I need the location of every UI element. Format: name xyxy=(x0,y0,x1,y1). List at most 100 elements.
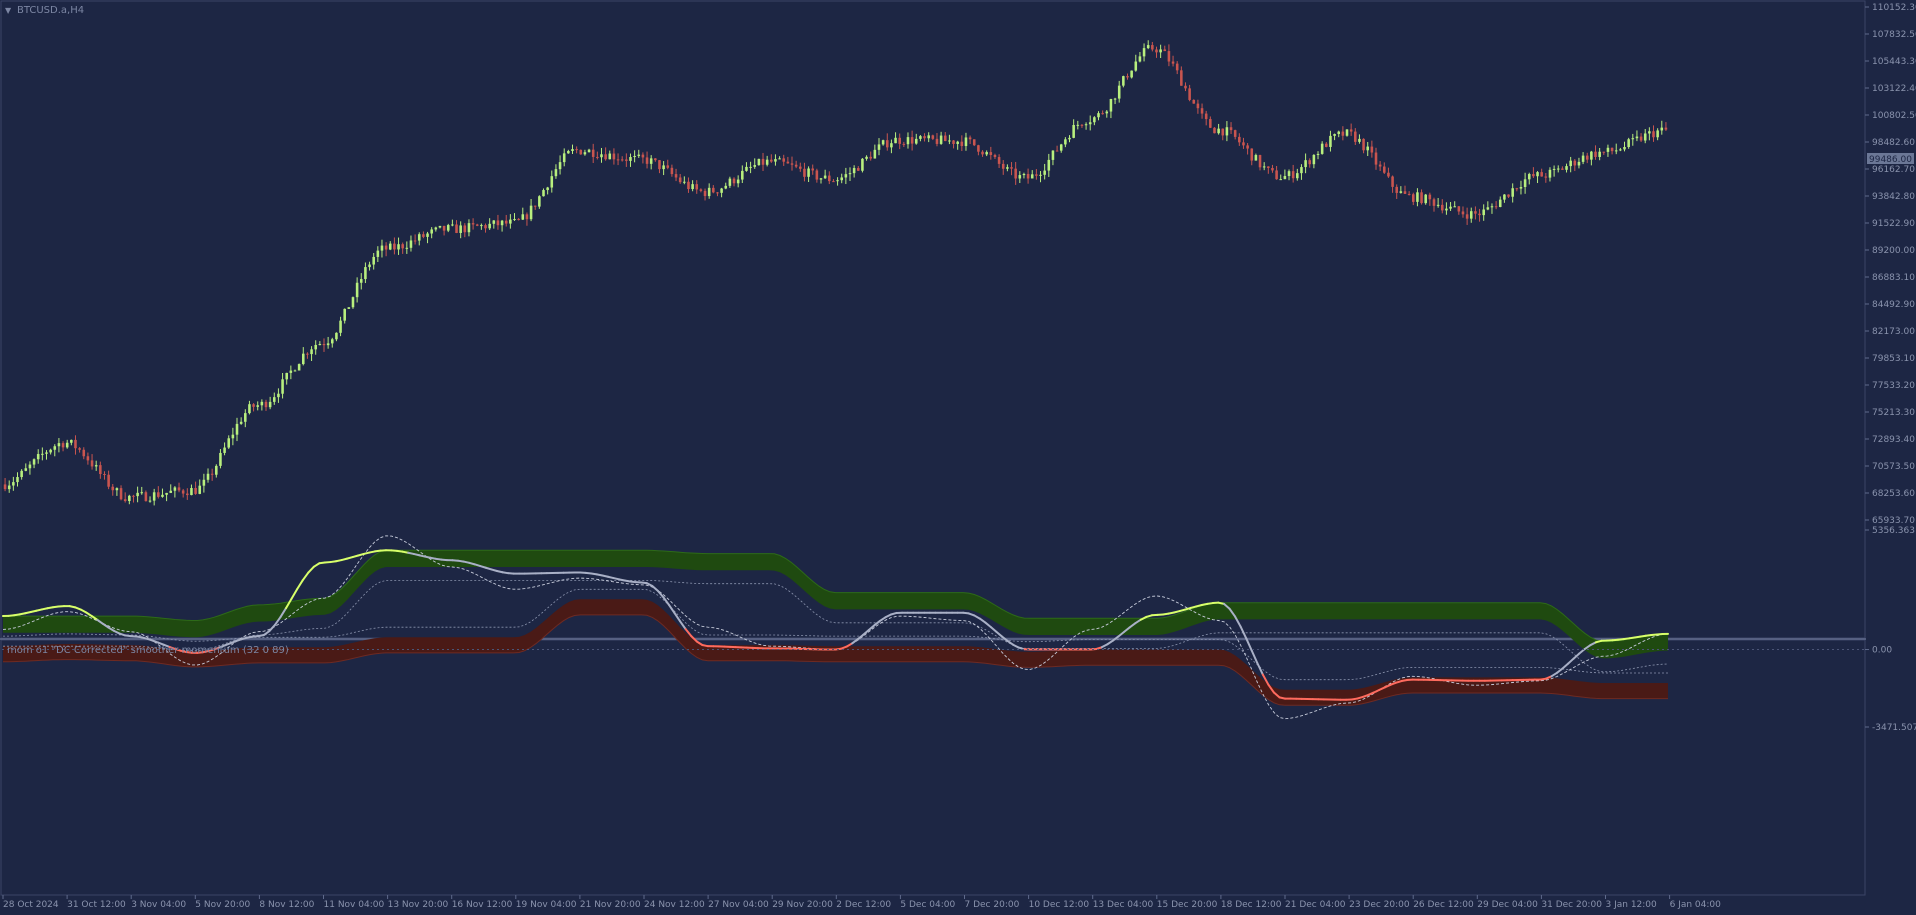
candle-body xyxy=(1519,186,1523,189)
candle-body xyxy=(1407,193,1411,195)
candle-body xyxy=(811,168,815,171)
candle-body xyxy=(562,153,566,163)
candle-body xyxy=(1291,171,1295,179)
candle-body xyxy=(993,154,997,158)
candle-body xyxy=(496,220,500,226)
candle-body xyxy=(132,495,135,497)
candle-body xyxy=(223,447,226,453)
lower-level-band-edge xyxy=(3,614,1668,706)
candle-body xyxy=(1068,137,1071,140)
candle-body xyxy=(111,486,115,491)
candle-body xyxy=(504,220,508,224)
price-candles xyxy=(3,40,1668,506)
candle-body xyxy=(695,184,699,190)
time-tick-label: 13 Dec 04:00 xyxy=(1093,900,1154,910)
candle-body xyxy=(1515,188,1519,190)
candle-body xyxy=(745,166,748,171)
candle-body xyxy=(1250,148,1254,161)
candle-body xyxy=(330,339,334,344)
candle-body xyxy=(840,177,843,181)
candle-body xyxy=(70,439,73,443)
indicator-bands xyxy=(3,549,1669,706)
candle-body xyxy=(1552,168,1556,170)
time-tick-label: 2 Dec 12:00 xyxy=(836,900,891,910)
candle-body xyxy=(749,166,752,168)
momentum-line-segment xyxy=(878,616,887,622)
candle-body xyxy=(943,135,947,142)
candle-body xyxy=(1229,127,1233,131)
candle-body xyxy=(20,470,23,478)
candle-body xyxy=(799,166,802,169)
candle-body xyxy=(517,219,520,221)
candle-body xyxy=(248,404,251,414)
indicator-tick-label: 5356.363 xyxy=(1872,526,1915,536)
candle-body xyxy=(881,140,885,145)
momentum-line-segment xyxy=(1223,602,1231,610)
time-tick-label: 28 Oct 2024 xyxy=(3,900,59,910)
candle-body xyxy=(1047,159,1051,171)
candle-body xyxy=(1627,139,1630,147)
candle-body xyxy=(1482,209,1485,216)
momentum-line-segment xyxy=(279,607,288,619)
candle-body xyxy=(919,136,922,139)
candle-body xyxy=(509,219,512,224)
price-tick-label: 107832.50 xyxy=(1872,30,1916,40)
momentum-line-segment xyxy=(679,620,687,631)
candle-body xyxy=(604,154,607,160)
candle-body xyxy=(724,185,728,189)
candle-body xyxy=(1192,99,1196,104)
candle-body xyxy=(790,163,794,165)
candle-body xyxy=(1246,145,1249,149)
candle-body xyxy=(1146,45,1150,49)
candle-body xyxy=(1565,166,1568,170)
time-tick-label: 21 Dec 04:00 xyxy=(1285,900,1346,910)
candle-body xyxy=(927,135,930,139)
candle-body xyxy=(36,454,40,460)
candle-body xyxy=(616,159,620,161)
price-tick-label: 98482.60 xyxy=(1872,138,1915,148)
current-price-tag: 99486.00 xyxy=(1869,155,1912,165)
candle-body xyxy=(645,157,649,164)
upper-mid-dotted-line xyxy=(3,580,1669,673)
momentum-line-segment xyxy=(96,618,104,625)
time-tick-label: 15 Dec 20:00 xyxy=(1157,900,1218,910)
candle-body xyxy=(161,494,164,497)
candle-body xyxy=(426,233,429,237)
candle-body xyxy=(720,188,723,193)
candle-body xyxy=(1113,98,1117,100)
candle-body xyxy=(1084,124,1088,126)
candle-body xyxy=(289,370,293,373)
lower-level-band xyxy=(3,599,1668,706)
dropdown-triangle-icon[interactable]: ▼ xyxy=(5,6,12,15)
candle-body xyxy=(1258,155,1262,168)
time-tick-label: 7 Dec 20:00 xyxy=(965,900,1020,910)
candle-body xyxy=(542,190,545,197)
upper-level-band-edge xyxy=(3,549,1669,643)
price-tick-label: 77533.20 xyxy=(1872,381,1915,391)
candle-body xyxy=(956,141,959,144)
candle-body xyxy=(1337,131,1341,135)
candle-body xyxy=(1329,135,1332,147)
indicator-panel xyxy=(0,639,1866,896)
candle-body xyxy=(1333,134,1336,136)
candle-body xyxy=(438,225,442,228)
candle-body xyxy=(1304,160,1307,168)
candle-body xyxy=(202,479,206,486)
candle-body xyxy=(401,244,404,249)
candle-body xyxy=(620,159,624,161)
candle-body xyxy=(1221,128,1225,136)
momentum-line-segment xyxy=(995,630,1003,638)
candle-body xyxy=(157,492,160,497)
candle-body xyxy=(844,174,848,178)
candle-body xyxy=(1088,122,1092,125)
momentum-line-segment xyxy=(301,571,310,582)
momentum-line-segment xyxy=(1267,683,1275,694)
candle-body xyxy=(45,452,48,454)
candle-body xyxy=(1548,169,1552,178)
momentum-line-segment xyxy=(668,603,676,615)
indicator-axis: 5356.363 0.00 -3471.5071 xyxy=(2,526,1916,733)
candle-body xyxy=(1631,138,1635,140)
candle-body xyxy=(654,158,657,161)
price-axis: 110152.30 107832.50 105443.30 103122.40 1008… xyxy=(1865,3,1916,526)
price-tick-label: 68253.60 xyxy=(1872,489,1915,499)
